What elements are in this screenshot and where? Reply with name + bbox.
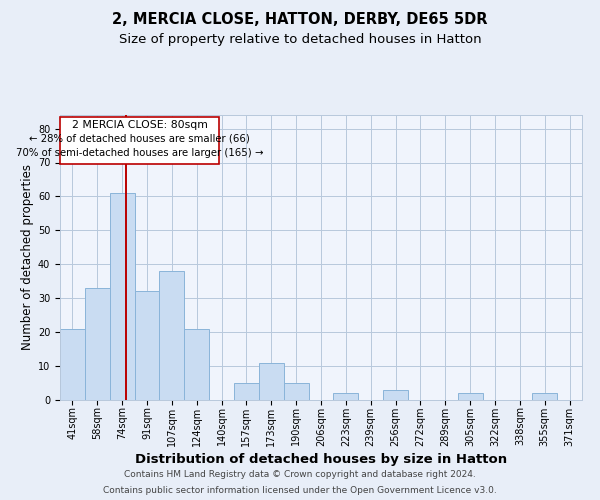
- Bar: [110, 193, 134, 400]
- Bar: [284, 383, 308, 400]
- Text: Size of property relative to detached houses in Hatton: Size of property relative to detached ho…: [119, 32, 481, 46]
- Bar: [234, 383, 259, 400]
- Bar: [383, 390, 408, 400]
- Bar: [160, 271, 184, 400]
- Text: 70% of semi-detached houses are larger (165) →: 70% of semi-detached houses are larger (…: [16, 148, 263, 158]
- Bar: [532, 393, 557, 400]
- Bar: [334, 393, 358, 400]
- X-axis label: Distribution of detached houses by size in Hatton: Distribution of detached houses by size …: [135, 452, 507, 466]
- Bar: [458, 393, 482, 400]
- Text: Contains HM Land Registry data © Crown copyright and database right 2024.: Contains HM Land Registry data © Crown c…: [124, 470, 476, 479]
- Bar: [184, 329, 209, 400]
- Y-axis label: Number of detached properties: Number of detached properties: [21, 164, 34, 350]
- Text: ← 28% of detached houses are smaller (66): ← 28% of detached houses are smaller (66…: [29, 134, 250, 144]
- Text: 2 MERCIA CLOSE: 80sqm: 2 MERCIA CLOSE: 80sqm: [71, 120, 208, 130]
- Text: Contains public sector information licensed under the Open Government Licence v3: Contains public sector information licen…: [103, 486, 497, 495]
- Bar: [85, 288, 110, 400]
- Bar: [259, 362, 284, 400]
- Bar: [134, 292, 160, 400]
- Text: 2, MERCIA CLOSE, HATTON, DERBY, DE65 5DR: 2, MERCIA CLOSE, HATTON, DERBY, DE65 5DR: [112, 12, 488, 28]
- Bar: [60, 329, 85, 400]
- FancyBboxPatch shape: [60, 116, 219, 164]
